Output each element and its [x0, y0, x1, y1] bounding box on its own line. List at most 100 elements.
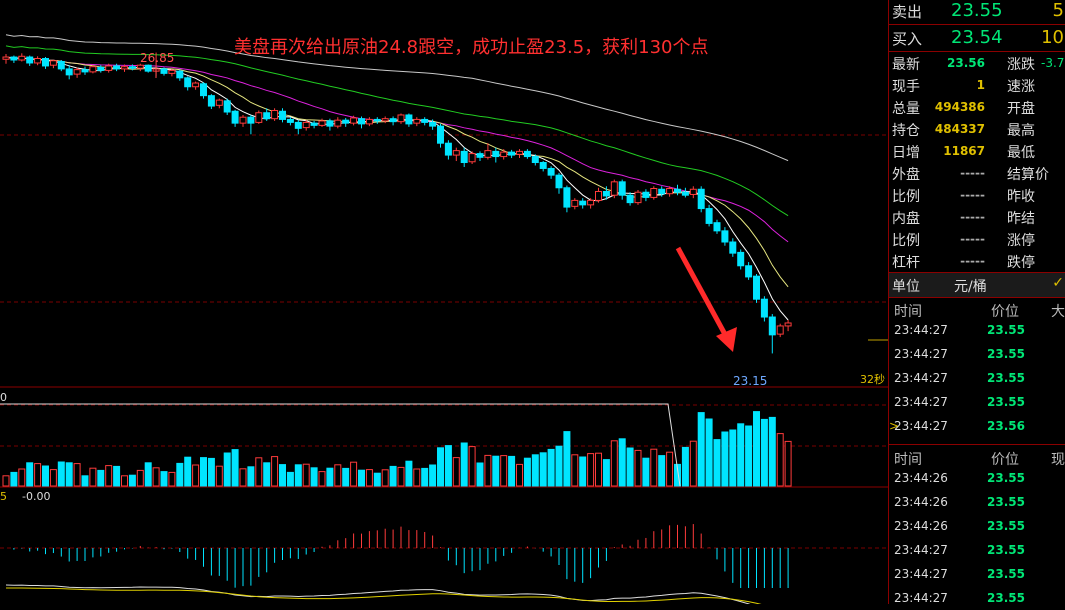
macd-dif-line [5, 584, 751, 604]
volume-bar [294, 464, 302, 487]
check-icon[interactable]: ✓ [1052, 275, 1064, 291]
stat-label-2: 涨跌 [1007, 57, 1035, 73]
divider [889, 272, 1065, 273]
candle-body [452, 150, 460, 156]
volume-bar [705, 418, 713, 487]
ma10-line [5, 56, 789, 288]
volume-bar [200, 457, 207, 487]
candle-body [239, 116, 247, 124]
divider [889, 24, 1065, 25]
stat-label: 持仓 [892, 123, 920, 139]
candle-body [421, 118, 429, 123]
candle-body [713, 222, 721, 232]
volume-bar [413, 468, 421, 487]
macd-value-label: -0.00 [22, 490, 50, 503]
sell-label: 卖出 [892, 3, 923, 21]
divider [889, 444, 1065, 445]
volume-bar [492, 455, 500, 487]
volume-bar [587, 453, 595, 487]
candle-body [484, 150, 492, 158]
candle-body [745, 265, 753, 278]
volume-bar [334, 464, 342, 487]
candle-body [468, 153, 476, 163]
stat-value: 484337 [934, 122, 985, 136]
candle-body [571, 199, 579, 207]
volume-bar [666, 451, 674, 487]
volume-bar [713, 439, 721, 487]
stat-row: 日增 11867 最低 [889, 142, 1065, 164]
volume-bar [642, 457, 650, 487]
volume-bar [721, 431, 729, 487]
candle-body [334, 119, 342, 127]
stat-value: 1 [976, 78, 985, 92]
tick-row[interactable]: 23:44:27 23.55 [889, 586, 1065, 610]
volume-bar [650, 448, 658, 487]
tick-row[interactable]: 23:44:27 23.55 [889, 562, 1065, 586]
volume-bar [136, 469, 144, 487]
stat-row: 最新 23.56 涨跌 -3.7 [889, 54, 1065, 76]
volume-bar [571, 454, 579, 487]
tick-row[interactable]: 23:44:27 23.55 [889, 318, 1065, 342]
candle-body [310, 122, 318, 126]
candle-body [18, 55, 26, 61]
tick-time: 23:44:26 [894, 495, 948, 509]
volume-bar [444, 445, 452, 487]
volume-bar [508, 455, 516, 487]
candle-body [26, 56, 34, 64]
candle-body [587, 199, 595, 206]
candle-body [776, 325, 784, 335]
candle-body [34, 58, 42, 64]
tick-time: 23:44:27 [894, 591, 948, 605]
buy-price: 23.54 [951, 27, 1003, 48]
tick-row[interactable]: >23:44:27 23.56 [889, 414, 1065, 438]
candle-body [602, 190, 610, 197]
candle-body [531, 156, 539, 164]
volume-bar [365, 469, 373, 487]
candle-body [136, 64, 144, 69]
volume-bar [350, 461, 358, 487]
sell-price: 23.55 [951, 0, 1003, 21]
candle-body [737, 251, 745, 267]
volume-bar [223, 452, 231, 487]
tick-price: 23.55 [987, 567, 1025, 581]
volume-bar [452, 457, 460, 487]
volume-bar [65, 462, 73, 487]
candle-body [105, 65, 113, 71]
tick-row[interactable]: 23:44:26 23.55 [889, 490, 1065, 514]
tick-price: 23.55 [987, 347, 1025, 361]
volume-bar [49, 469, 57, 487]
buy-row[interactable]: 买入 23.54 10 [889, 27, 1065, 51]
candle-body [176, 70, 184, 79]
tick-row[interactable]: 23:44:27 23.55 [889, 366, 1065, 390]
ma20-line [5, 56, 789, 243]
candle-body [610, 181, 618, 196]
candle-body [358, 118, 365, 125]
macd-axis-label: 5 [0, 490, 7, 503]
candle-body [49, 60, 57, 66]
volume-bar [776, 433, 784, 487]
volume-bar [610, 440, 618, 487]
volume-bar [689, 440, 697, 487]
candle-body [192, 82, 200, 88]
candle-body [113, 65, 121, 70]
tick-row[interactable]: 23:44:26 23.55 [889, 466, 1065, 490]
volume-bar [618, 438, 626, 487]
stat-value: 23.56 [947, 56, 985, 70]
tick-row[interactable]: 23:44:27 23.55 [889, 390, 1065, 414]
sell-row[interactable]: 卖出 23.55 5 [889, 0, 1065, 24]
tick-row[interactable]: 23:44:27 23.55 [889, 538, 1065, 562]
candle-body [760, 298, 768, 318]
volume-bar [697, 412, 705, 487]
volume-bar [18, 468, 26, 487]
candlestick-chart[interactable]: 26.85 23.15 32秒 0 5 -0.00 美盘再次给出原油24.8跟空… [0, 0, 888, 604]
volume-bar [516, 463, 523, 487]
volume-bar [2, 475, 10, 487]
tick-row[interactable]: 23:44:26 23.55 [889, 514, 1065, 538]
volume-bar [286, 471, 294, 487]
tick-row[interactable]: 23:44:27 23.55 [889, 342, 1065, 366]
candle-body [326, 120, 334, 127]
candle-body [650, 188, 658, 198]
candle-body [97, 66, 105, 71]
candle-body [342, 119, 350, 124]
tick-price: 23.55 [987, 591, 1025, 605]
